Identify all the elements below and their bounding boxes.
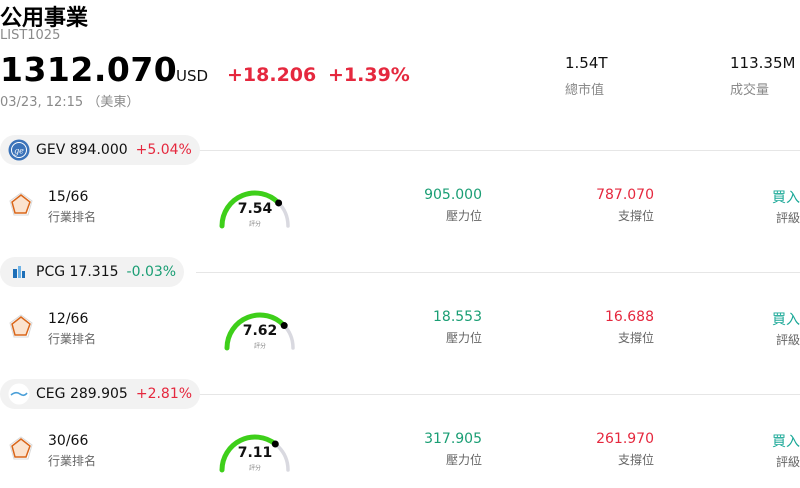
score-value: 7.11 — [237, 445, 273, 461]
rating-value[interactable]: 買入 — [772, 190, 800, 206]
industry-rank-label: 行業排名 — [48, 210, 97, 224]
score-label: 評分 — [253, 343, 266, 350]
resistance-label: 壓力位 — [445, 209, 482, 223]
support-value: 787.070 — [596, 187, 654, 203]
ticker-price: GEV 894.000 — [36, 142, 128, 158]
ticker-price: PCG 17.315 — [36, 264, 119, 280]
section-divider — [196, 150, 800, 151]
support-value: 16.688 — [605, 309, 654, 325]
market-cap-label: 總市值 — [565, 83, 605, 98]
timestamp: 03/23, 12:15 （美東） — [0, 95, 140, 110]
rating-label: 評級 — [775, 211, 800, 225]
rating-value[interactable]: 買入 — [772, 434, 800, 450]
price-change-percent: +1.39% — [328, 64, 410, 86]
ticker-change-percent: +2.81% — [135, 386, 193, 402]
industry-rank: 12/66 — [48, 311, 89, 327]
section-divider — [196, 394, 800, 395]
list-code: LIST1025 — [0, 28, 61, 43]
industry-rank: 15/66 — [48, 189, 89, 205]
score-label: 評分 — [248, 465, 261, 472]
svg-text:ge: ge — [14, 147, 24, 156]
volume-value: 113.35M — [730, 54, 796, 72]
rating-label: 評級 — [775, 333, 800, 347]
price-change: +18.206 — [227, 64, 317, 86]
stock-chip[interactable]: ge GEV 894.000 +5.04% — [0, 135, 200, 165]
company-logo-icon — [8, 383, 30, 405]
score-gauge — [219, 434, 290, 473]
company-logo-icon: ge — [8, 139, 30, 161]
resistance-label: 壓力位 — [445, 453, 482, 467]
score-value: 7.54 — [237, 201, 273, 217]
score-gauge — [224, 312, 295, 351]
radar-chart-icon — [9, 192, 33, 216]
industry-rank-label: 行業排名 — [48, 454, 97, 468]
section-divider — [196, 272, 800, 273]
radar-chart-icon — [9, 314, 33, 338]
support-value: 261.970 — [596, 431, 654, 447]
radar-chart-icon — [9, 436, 33, 460]
stock-chip[interactable]: PCG 17.315 -0.03% — [0, 257, 185, 287]
rating-label: 評級 — [775, 455, 800, 469]
company-logo-icon — [8, 261, 30, 283]
market-cap-value: 1.54T — [565, 54, 608, 72]
score-value: 7.62 — [242, 323, 278, 339]
support-label: 支撐位 — [617, 453, 654, 467]
resistance-value: 905.000 — [424, 187, 482, 203]
resistance-label: 壓力位 — [445, 331, 482, 345]
resistance-value: 317.905 — [424, 431, 482, 447]
index-price: 1312.070 — [0, 50, 178, 89]
currency-label: USD — [176, 67, 209, 85]
resistance-value: 18.553 — [433, 309, 482, 325]
industry-rank-label: 行業排名 — [48, 332, 97, 346]
rating-value[interactable]: 買入 — [772, 312, 800, 328]
score-gauge — [219, 190, 290, 229]
ticker-change-percent: +5.04% — [135, 142, 192, 158]
volume-label: 成交量 — [730, 83, 770, 98]
support-label: 支撐位 — [617, 209, 654, 223]
stock-chip[interactable]: CEG 289.905 +2.81% — [0, 379, 201, 409]
page-title: 公用事業 — [0, 6, 89, 31]
ticker-change-percent: -0.03% — [126, 264, 177, 280]
support-label: 支撐位 — [617, 331, 654, 345]
industry-rank: 30/66 — [48, 433, 89, 449]
ticker-price: CEG 289.905 — [36, 386, 128, 402]
score-label: 評分 — [248, 221, 261, 228]
